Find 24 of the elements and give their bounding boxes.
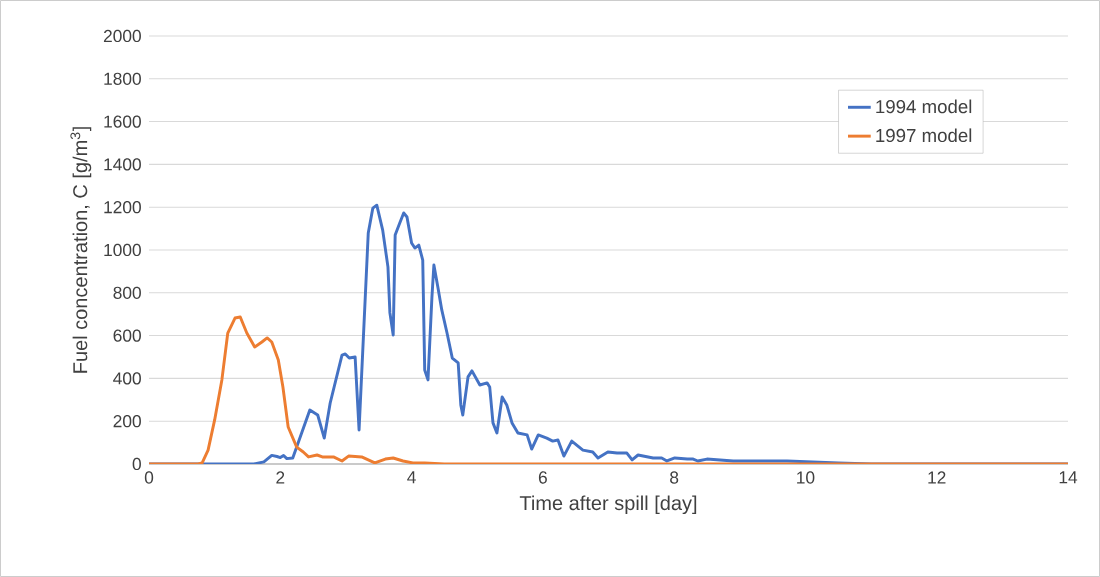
- y-axis-title: Fuel concentration, C [g/m$^{3}$]: [70, 127, 92, 373]
- legend-label: 1994 model: [876, 99, 972, 114]
- y-tick-label: 600: [113, 329, 141, 342]
- y-tick-label: 800: [113, 286, 141, 299]
- x-tick-label: 4: [407, 471, 416, 484]
- y-tick-label: 1200: [104, 201, 141, 214]
- x-axis-title: Time after spill [day]: [519, 495, 697, 515]
- x-tick-label: 0: [144, 471, 154, 484]
- y-tick-label: 1400: [104, 158, 141, 171]
- y-tick-label: 2000: [103, 29, 141, 43]
- y-tick-label: 0: [132, 457, 141, 471]
- y-tick-label: 200: [113, 415, 141, 428]
- x-tick-label: 10: [797, 471, 815, 484]
- y-tick-label: 1800: [104, 72, 141, 85]
- x-tick-label: 14: [1059, 471, 1078, 484]
- x-tick-label: 6: [538, 471, 547, 484]
- x-tick-label: 2: [276, 471, 285, 484]
- x-tick-label: 8: [670, 471, 679, 484]
- x-tick-label: 12: [928, 471, 946, 484]
- y-tick-label: 1600: [104, 115, 141, 128]
- y-tick-label: 1000: [104, 243, 141, 257]
- y-tick-label: 400: [113, 372, 141, 385]
- line-series: [149, 315, 1068, 464]
- legend-label: 1997 model: [876, 128, 972, 143]
